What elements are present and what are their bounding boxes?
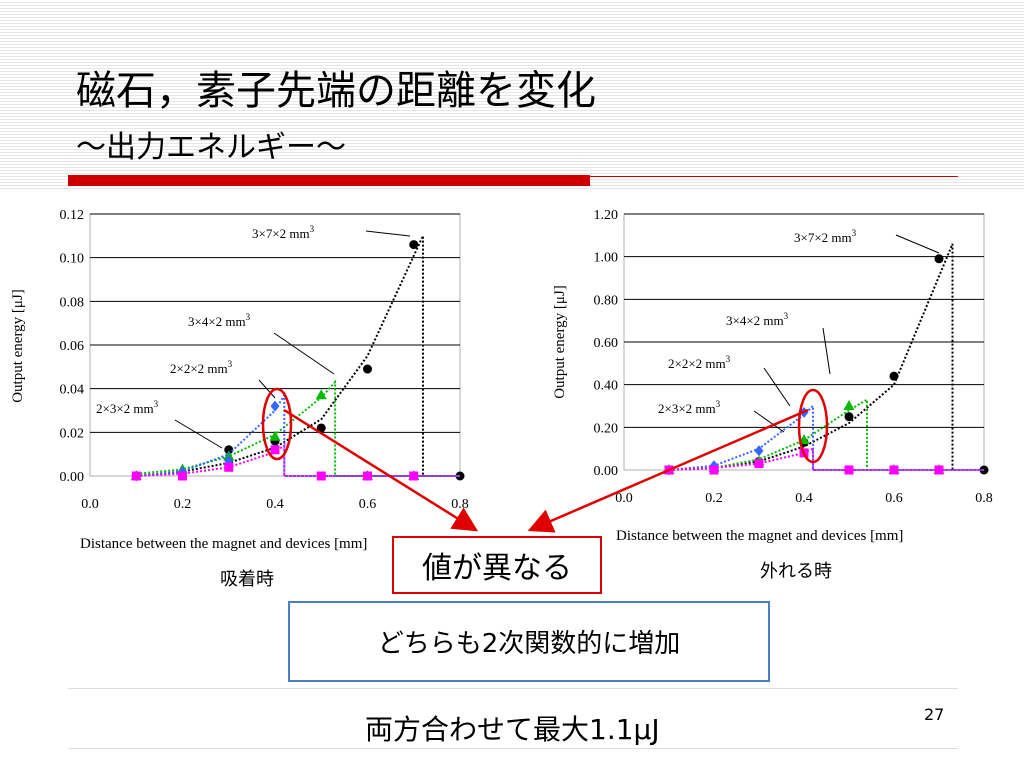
chart-right-series-3-point bbox=[889, 465, 899, 475]
highlight-ellipse-left bbox=[261, 387, 293, 461]
highlight-ellipse-right bbox=[797, 388, 829, 464]
chart-left-xtick-label: 0.2 bbox=[174, 497, 192, 512]
chart-right: 0.00 0.20 0.40 0.60 0.80 1.00 1.20 0.0 0.2 0.4 0.6… bbox=[544, 198, 1000, 550]
chart-right-annotation-leader bbox=[753, 410, 785, 433]
chart-right-ytick-label: 1.00 bbox=[594, 251, 619, 266]
chart-right-ytick-label: 0.80 bbox=[594, 293, 619, 308]
chart-left-ytick-label: 0.06 bbox=[60, 339, 85, 354]
chart-right-ytick-label: 0.00 bbox=[594, 464, 619, 479]
page-number: 27 bbox=[924, 705, 945, 724]
chart-right-annotation-leader bbox=[763, 367, 791, 407]
chart-right-series-3-point bbox=[709, 465, 719, 475]
chart-left-series-3-point bbox=[178, 471, 187, 481]
chart-right-series-3-point bbox=[754, 459, 764, 469]
chart-left-annotation: 2×3×2 mm3 bbox=[96, 399, 159, 416]
chart-right-annotation: 3×4×2 mm3 bbox=[726, 311, 789, 328]
chart-right-annotation: 2×2×2 mm3 bbox=[668, 354, 731, 371]
footer-divider-top bbox=[68, 688, 958, 689]
chart-right-series-0-point bbox=[934, 254, 944, 264]
chart-right-ytick-label: 1.20 bbox=[594, 208, 619, 223]
chart-right-ytick-label: 0.40 bbox=[594, 379, 619, 394]
chart-right-annotation-leader bbox=[822, 327, 831, 375]
chart-left: 0.00 0.02 0.04 0.06 0.08 0.10 0.12 0.0 0.2 0.4 0.6… bbox=[0, 198, 470, 558]
chart-left-annotation-leader bbox=[365, 230, 411, 237]
chart-right-svg: 0.00 0.20 0.40 0.60 0.80 1.00 1.20 0.0 0.2 0.4 0.6… bbox=[552, 208, 993, 544]
chart-right-xtick-label: 0.0 bbox=[615, 491, 633, 506]
chart-left-series-2-point bbox=[270, 400, 280, 412]
chart-left-xtick-label: 0.0 bbox=[81, 497, 99, 512]
chart-right-series-3-point bbox=[844, 465, 854, 475]
chart-left-series-0-point bbox=[224, 445, 234, 455]
chart-left-annotation: 3×7×2 mm3 bbox=[252, 224, 315, 241]
chart-right-ytick-label: 0.20 bbox=[594, 421, 619, 436]
chart-left-series-3-point bbox=[363, 471, 372, 481]
caption-attached: 吸着時 bbox=[220, 569, 274, 590]
bottom-summary: 両方合わせて最大1.1μJ bbox=[365, 713, 660, 746]
chart-left-series-0-point bbox=[316, 423, 326, 433]
chart-left-series-0-point bbox=[363, 364, 372, 374]
title-background-stripes bbox=[0, 0, 1024, 190]
chart-right-annotation-leader bbox=[895, 234, 940, 254]
caption-detached: 外れる時 bbox=[760, 561, 832, 582]
chart-right-yaxis-label: Output energy [μJ] bbox=[552, 285, 568, 399]
chart-right-xaxis-label: Distance between the magnet and devices … bbox=[616, 528, 903, 544]
chart-left-series-3-point bbox=[224, 462, 234, 472]
chart-right-xtick-label: 0.8 bbox=[975, 491, 993, 506]
chart-left-yaxis-label: Output energy [μJ] bbox=[10, 289, 26, 403]
chart-left-series-3-point bbox=[409, 471, 419, 481]
chart-right-series-3-point bbox=[934, 465, 944, 475]
arrow-left bbox=[283, 408, 479, 532]
chart-left-xtick-label: 0.6 bbox=[359, 497, 377, 512]
slide-subtitle: ～出力エネルギー～ bbox=[76, 130, 346, 165]
chart-left-annotation-leader bbox=[174, 419, 223, 449]
chart-left-series-3-point bbox=[131, 471, 141, 481]
chart-right-annotation: 3×7×2 mm3 bbox=[794, 228, 857, 245]
footer-divider-bottom bbox=[68, 748, 958, 749]
chart-left-series-1-point bbox=[269, 430, 281, 441]
chart-left-series-3-point bbox=[270, 445, 280, 455]
chart-left-annotation-leader bbox=[273, 332, 335, 375]
chart-left-xaxis-label: Distance between the magnet and devices … bbox=[80, 536, 367, 552]
chart-left-svg: 0.00 0.02 0.04 0.06 0.08 0.10 0.12 0.0 0.2 0.4 0.6… bbox=[10, 208, 469, 552]
chart-right-ytick-label: 0.60 bbox=[594, 336, 619, 351]
arrow-right bbox=[527, 408, 809, 533]
chart-right-xtick-label: 0.4 bbox=[795, 491, 813, 506]
chart-right-xtick-label: 0.6 bbox=[885, 491, 903, 506]
title-accent-line bbox=[590, 176, 958, 177]
chart-left-ytick-label: 0.02 bbox=[60, 426, 85, 441]
chart-right-series-0-point bbox=[844, 412, 854, 422]
chart-left-annotation: 3×4×2 mm3 bbox=[188, 312, 251, 329]
chart-right-series-0-point bbox=[889, 371, 899, 381]
chart-left-series-0-trend-line bbox=[136, 235, 460, 477]
chart-left-series-3-point bbox=[316, 471, 326, 481]
chart-left-series-0-point bbox=[409, 240, 419, 250]
chart-left-annotation: 2×2×2 mm3 bbox=[170, 359, 233, 376]
callout-quadratic-increase: どちらも2次関数的に増加 bbox=[288, 601, 770, 682]
chart-left-series-1-point bbox=[315, 389, 327, 400]
chart-left-ytick-label: 0.00 bbox=[60, 470, 85, 485]
chart-left-ytick-label: 0.08 bbox=[60, 295, 85, 310]
slide-title: 磁石，素子先端の距離を変化 bbox=[76, 68, 596, 114]
callout-values-differ: 値が異なる bbox=[392, 536, 602, 594]
chart-right-xtick-label: 0.2 bbox=[705, 491, 723, 506]
chart-left-ytick-label: 0.12 bbox=[60, 208, 85, 223]
chart-right-series-1-point bbox=[843, 400, 855, 410]
chart-left-ytick-label: 0.04 bbox=[60, 383, 85, 398]
chart-left-xtick-label: 0.4 bbox=[266, 497, 284, 512]
chart-left-ytick-label: 0.10 bbox=[60, 252, 85, 267]
chart-right-annotation: 2×3×2 mm3 bbox=[658, 399, 721, 416]
chart-right-series-2-point bbox=[754, 445, 764, 457]
chart-left-annotation-leader bbox=[258, 379, 276, 399]
title-accent-bar bbox=[68, 175, 590, 186]
